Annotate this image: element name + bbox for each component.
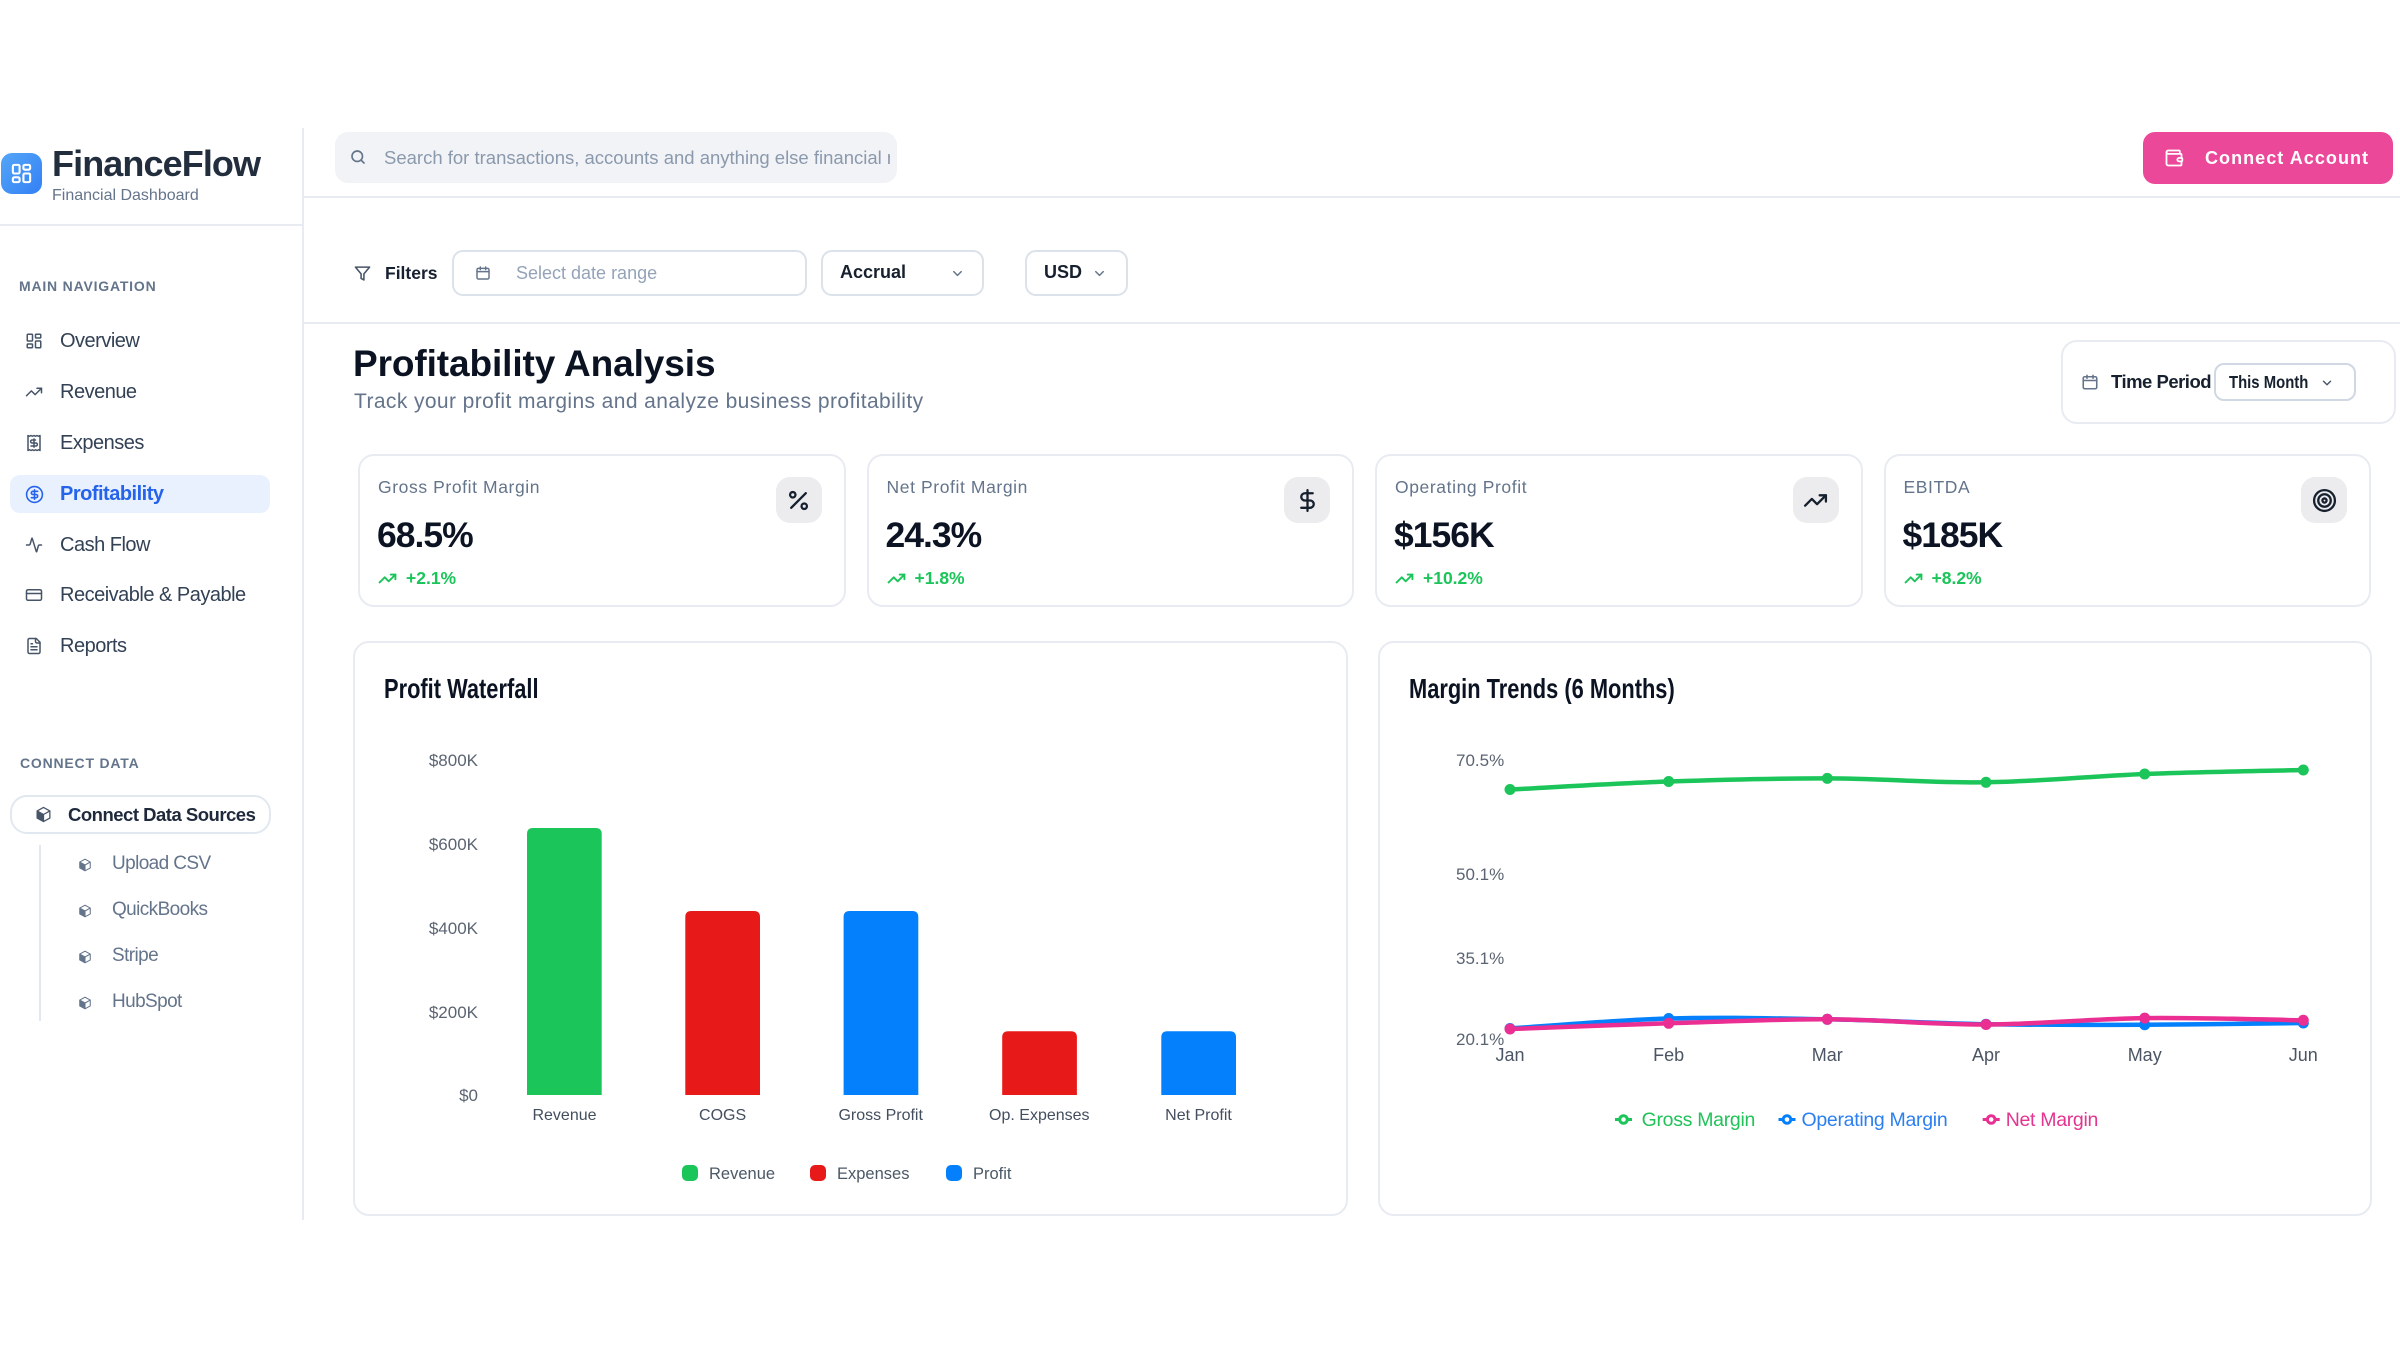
svg-text:35.1%: 35.1% bbox=[1456, 949, 1504, 968]
svg-text:50.1%: 50.1% bbox=[1456, 865, 1504, 884]
svg-text:Gross Profit: Gross Profit bbox=[838, 1107, 923, 1124]
svg-text:Profit: Profit bbox=[973, 1165, 1012, 1183]
svg-text:May: May bbox=[2128, 1045, 2162, 1065]
svg-text:Mar: Mar bbox=[1812, 1045, 1843, 1065]
svg-text:Jan: Jan bbox=[1495, 1045, 1524, 1065]
svg-text:Revenue: Revenue bbox=[532, 1107, 596, 1124]
svg-text:$200K: $200K bbox=[429, 1003, 479, 1022]
svg-text:$400K: $400K bbox=[429, 919, 479, 938]
svg-text:Operating Margin: Operating Margin bbox=[1802, 1109, 1948, 1131]
svg-text:Gross Margin: Gross Margin bbox=[1642, 1109, 1755, 1131]
svg-text:$600K: $600K bbox=[429, 835, 479, 854]
svg-text:Apr: Apr bbox=[1972, 1045, 2000, 1065]
svg-text:Feb: Feb bbox=[1653, 1045, 1684, 1065]
svg-text:Net Margin: Net Margin bbox=[2006, 1109, 2098, 1131]
svg-text:Op. Expenses: Op. Expenses bbox=[989, 1107, 1090, 1124]
svg-text:20.1%: 20.1% bbox=[1456, 1030, 1504, 1049]
svg-text:$800K: $800K bbox=[429, 751, 479, 770]
svg-text:Expenses: Expenses bbox=[837, 1165, 909, 1183]
svg-text:COGS: COGS bbox=[699, 1107, 746, 1124]
svg-text:Revenue: Revenue bbox=[709, 1165, 775, 1183]
svg-text:$0: $0 bbox=[459, 1086, 478, 1105]
svg-text:Net Profit: Net Profit bbox=[1165, 1107, 1232, 1124]
svg-text:70.5%: 70.5% bbox=[1456, 751, 1504, 770]
svg-text:Jun: Jun bbox=[2289, 1045, 2318, 1065]
